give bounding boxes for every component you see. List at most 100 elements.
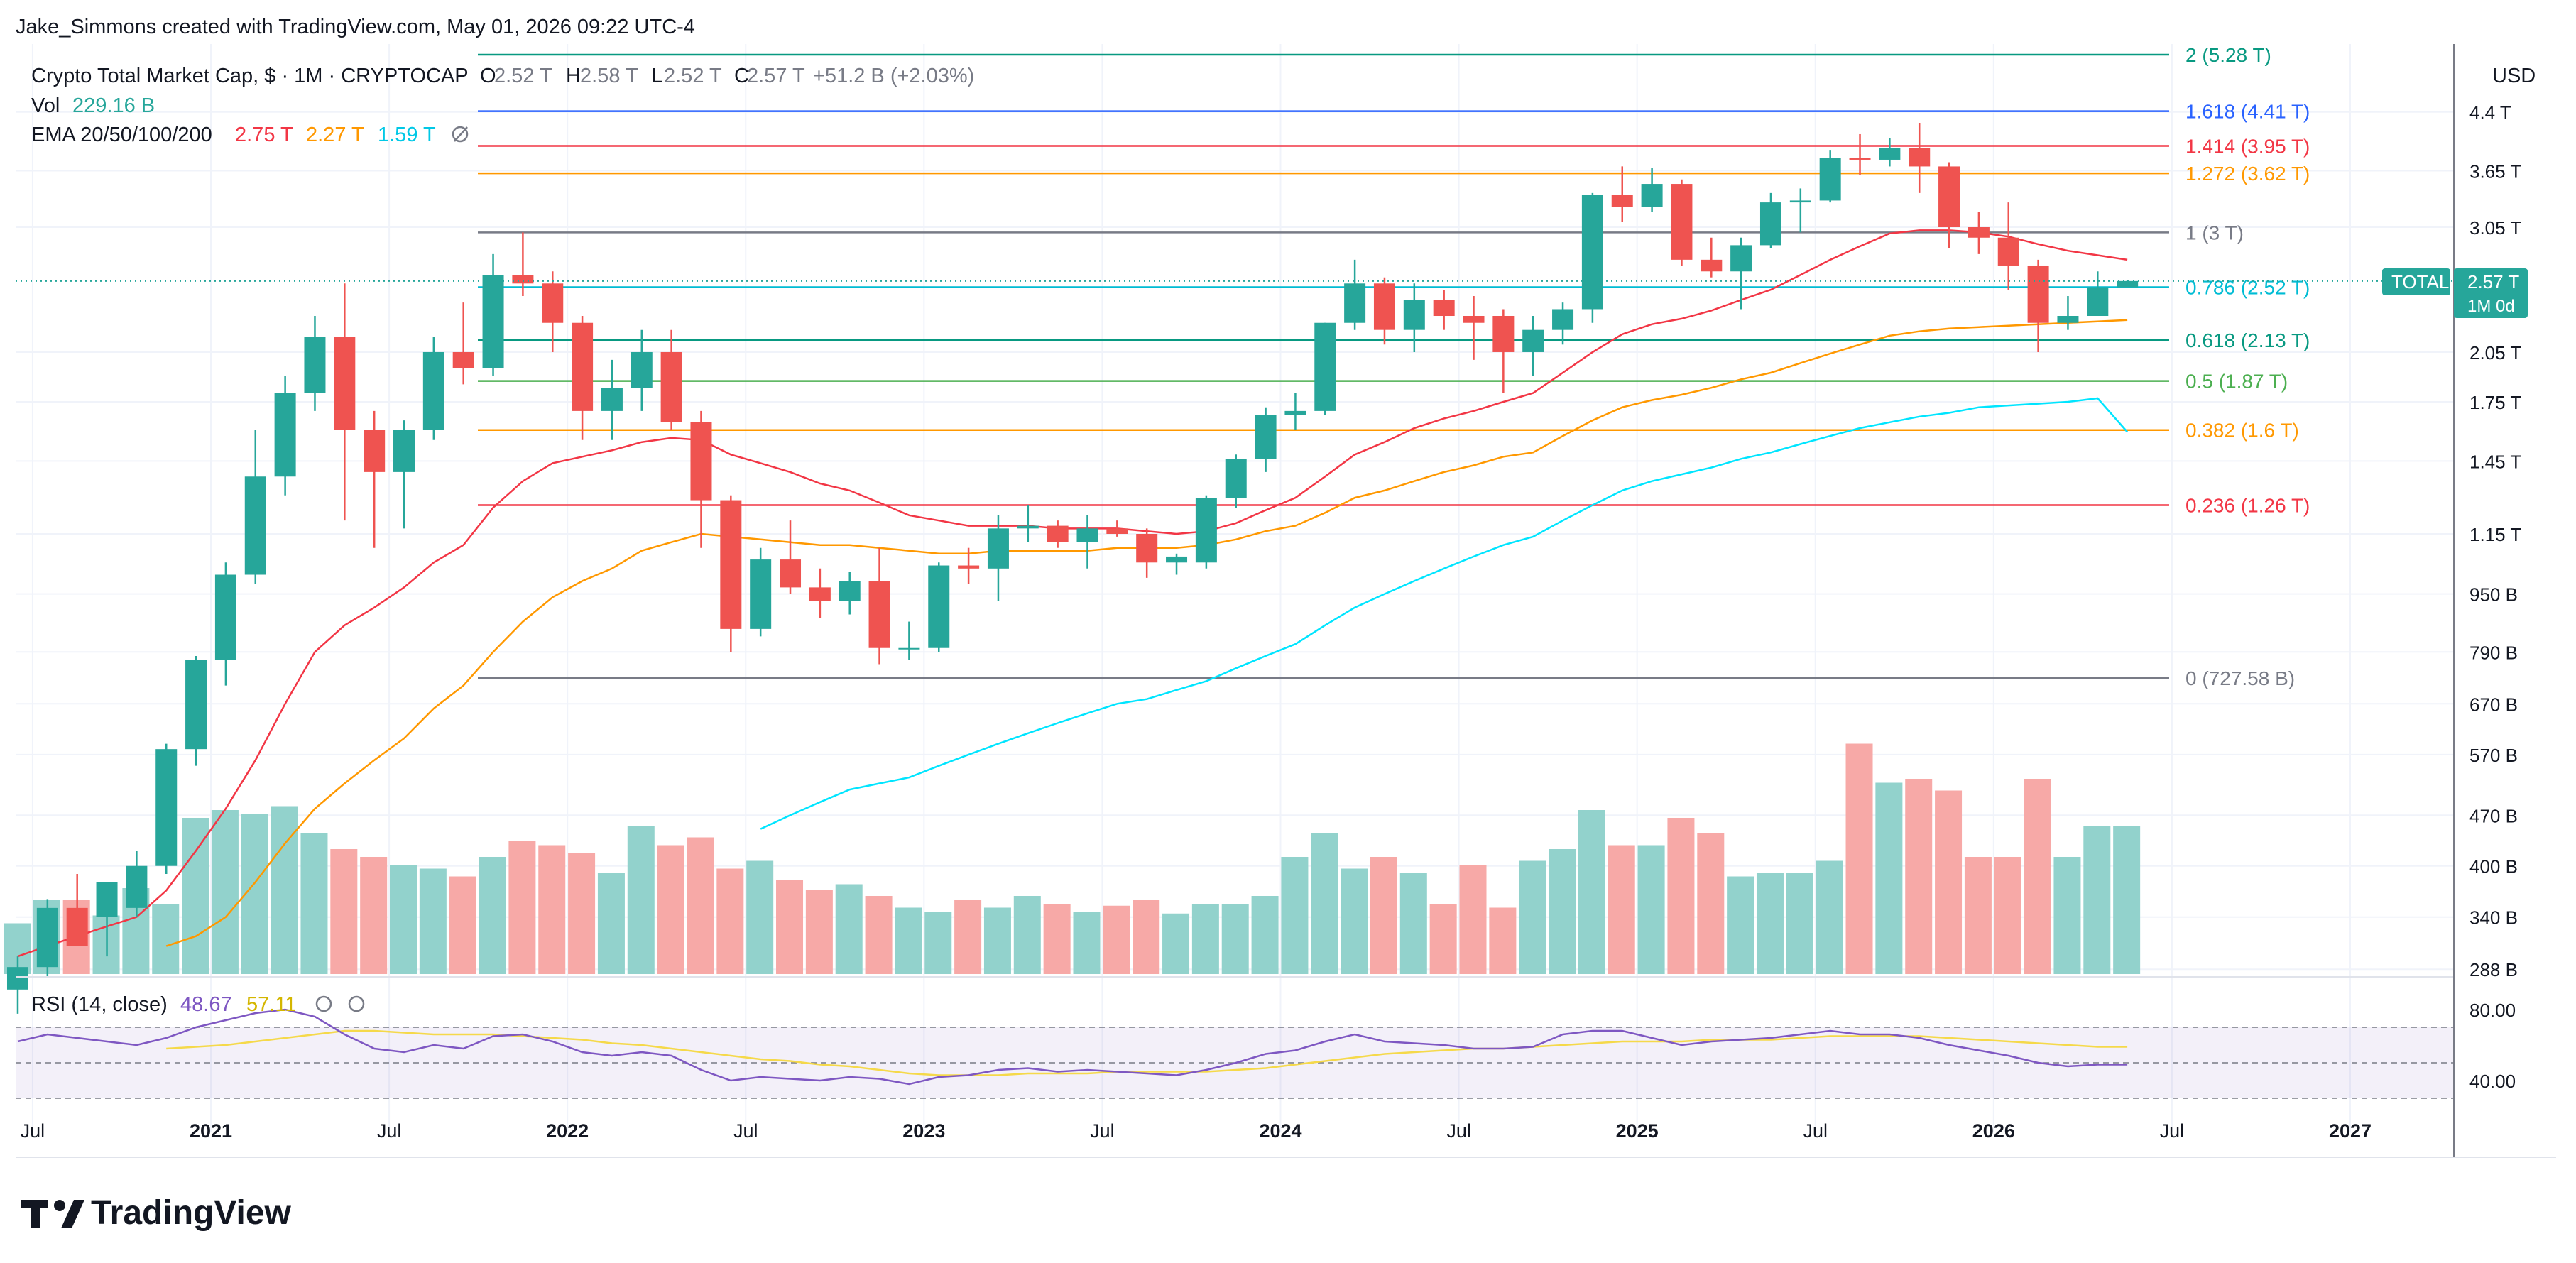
volume-bar — [330, 849, 358, 974]
fib-retracement[interactable]: 2 (5.28 T) 1.618 (4.41 T) 1.414 (3.95 T) 1.… — [478, 44, 2310, 689]
time-axis[interactable]: Jul 2021 Jul 2022 Jul 2023 Jul 2024 Jul 2025 Jul 20… — [16, 1120, 2556, 1158]
price-axis-tick: 2.05 T — [2469, 342, 2521, 363]
rsi-legend[interactable]: RSI (14, close) 48.67 57.11 — [31, 993, 365, 1016]
candle-body — [274, 393, 296, 477]
fib-level-label: 1.272 (3.62 T) — [2185, 163, 2310, 185]
fib-level-label: 1 (3 T) — [2185, 222, 2244, 244]
volume-bar — [1964, 857, 1992, 974]
candle-body — [631, 351, 653, 388]
candle-body — [1136, 534, 1158, 563]
legend[interactable]: Crypto Total Market Cap, $ · 1M · CRYPTO… — [31, 65, 974, 146]
attribution-text: Jake_Simmons created with TradingView.co… — [16, 16, 695, 38]
candle-body — [1492, 316, 1515, 352]
candle-body — [1463, 316, 1485, 323]
rsi-axis-tick: 40.00 — [2469, 1071, 2516, 1092]
volume-bar — [2053, 857, 2081, 974]
volume-bar — [152, 904, 180, 974]
candle-body — [690, 422, 712, 501]
time-axis-tick: 2027 — [2329, 1120, 2372, 1142]
volume-bar — [1191, 904, 1219, 974]
legend-ema100-value: 1.59 T — [378, 124, 436, 146]
price-badge-countdown: 1M 0d — [2467, 297, 2515, 316]
candle-body — [1017, 525, 1039, 529]
price-axis-tick: 670 B — [2469, 694, 2518, 715]
volume-bar — [1727, 876, 1754, 974]
volume-bar — [1905, 779, 1933, 974]
volume-bar — [627, 826, 655, 974]
candle-body — [898, 647, 920, 650]
volume-bar — [1429, 904, 1457, 974]
volume-bar — [1519, 860, 1546, 974]
rsi-pane[interactable]: 80.00 40.00 — [16, 976, 2516, 1099]
candle-body — [1611, 195, 1633, 207]
time-axis-tick: Jul — [733, 1120, 758, 1142]
currency-label[interactable]: USD — [2492, 65, 2536, 87]
hide-rsi-icon[interactable] — [315, 995, 332, 1012]
hide-indicator-icon[interactable] — [452, 126, 469, 143]
candle-body — [6, 967, 28, 990]
legend-l-label: L — [651, 65, 662, 87]
volume-bars — [3, 743, 2141, 974]
candle-body — [839, 581, 861, 601]
price-axis-tick: 400 B — [2469, 856, 2518, 877]
time-axis-tick: 2021 — [190, 1120, 232, 1142]
rsi-value: 48.67 — [180, 993, 232, 1016]
volume-bar — [1251, 896, 1279, 974]
time-axis-tick: Jul — [1090, 1120, 1115, 1142]
candle-body — [1849, 158, 1871, 160]
fib-level-label: 2 (5.28 T) — [2185, 44, 2271, 66]
symbol-badge-bg — [2382, 268, 2450, 295]
price-axis-tick: 1.15 T — [2469, 524, 2521, 545]
candle-body — [1552, 309, 1574, 330]
tradingview-logo-text: TradingView — [91, 1194, 292, 1232]
legend-h-value: 2.58 T — [580, 65, 638, 87]
candle-body — [126, 865, 148, 908]
volume-bar — [508, 841, 536, 974]
volume-bar — [776, 880, 804, 974]
time-axis-tick: 2023 — [902, 1120, 945, 1142]
time-axis-tick: Jul — [1446, 1120, 1471, 1142]
candle-body — [928, 565, 950, 648]
price-axis-tick: 1.45 T — [2469, 451, 2521, 472]
candle-body — [1225, 459, 1247, 498]
candle-body — [2027, 265, 2049, 323]
candle-body — [214, 574, 236, 660]
candle-body — [720, 500, 742, 629]
candles[interactable] — [6, 123, 2454, 1014]
tradingview-logo[interactable]: TradingView — [21, 1194, 292, 1232]
volume-bar — [1399, 873, 1427, 974]
candle-body — [1819, 158, 1841, 201]
time-axis-tick: 2025 — [1616, 1120, 1659, 1142]
volume-bar — [1370, 857, 1397, 974]
volume-bar — [954, 900, 982, 974]
candle-body — [958, 565, 980, 569]
candle-body — [1879, 148, 1901, 160]
volume-bar — [1697, 833, 1725, 974]
volume-bar — [538, 845, 566, 974]
volume-bar — [687, 837, 714, 974]
candle-body — [36, 907, 58, 968]
time-axis-tick: 2024 — [1259, 1120, 1301, 1142]
candle-body — [1789, 200, 1811, 203]
time-axis-tick: 2026 — [1972, 1120, 2015, 1142]
fib-level-label: 0.5 (1.87 T) — [2185, 371, 2288, 393]
volume-bar — [568, 853, 596, 974]
volume-bar — [716, 868, 744, 974]
volume-bar — [1786, 873, 1813, 974]
volume-bar — [1043, 904, 1071, 974]
volume-bar — [1667, 818, 1695, 974]
hide-rsi-ma-icon[interactable] — [348, 995, 365, 1012]
tradingview-logo-icon — [21, 1200, 84, 1228]
volume-bar — [805, 890, 833, 974]
candle-body — [185, 660, 207, 750]
fib-level-label: 0.786 (2.52 T) — [2185, 277, 2310, 299]
candle-body — [1759, 202, 1781, 246]
candle-body — [244, 476, 266, 575]
candle-body — [364, 430, 386, 472]
candle-body — [601, 388, 623, 411]
candle-body — [2057, 316, 2079, 323]
price-axis[interactable]: 4.4 T 3.65 T 3.05 T 2.05 T 1.75 T 1.45 T 1.15 … — [2453, 44, 2521, 1157]
candle-body — [1166, 556, 1188, 563]
fib-level-label: 0.236 (1.26 T) — [2185, 495, 2310, 517]
